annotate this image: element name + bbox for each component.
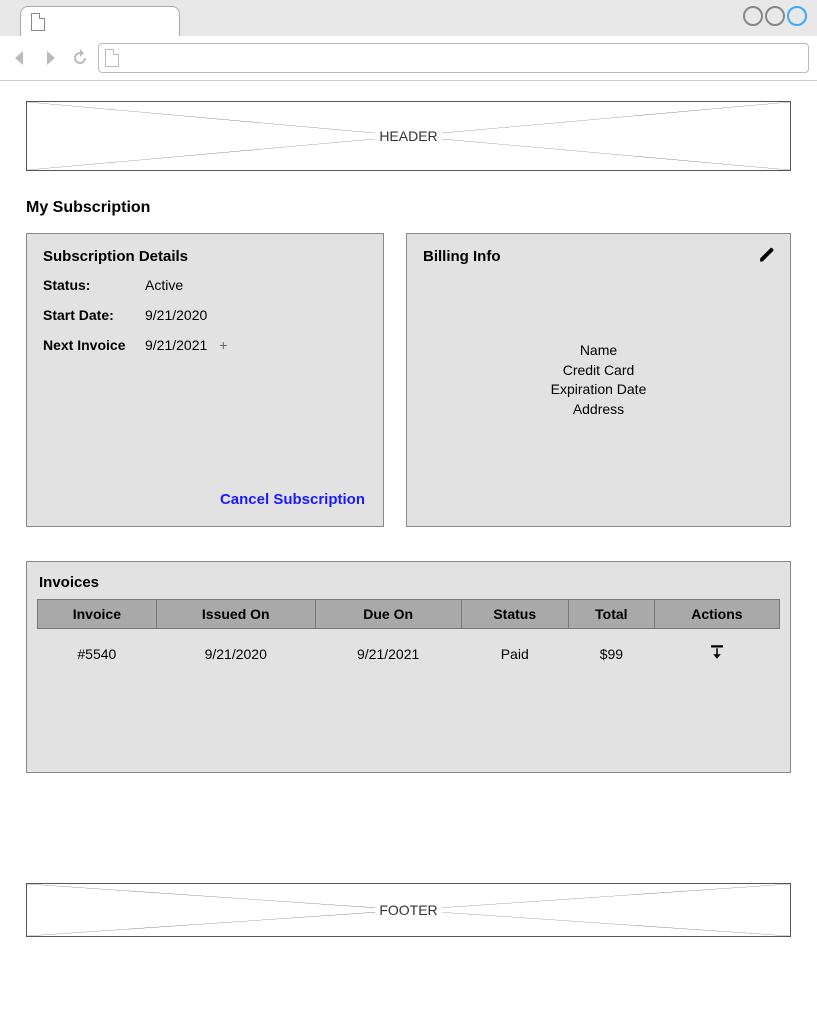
window-controls <box>743 6 807 26</box>
back-button[interactable] <box>8 46 32 70</box>
col-issued: Issued On <box>156 600 315 629</box>
start-date-row: Start Date: 9/21/2020 <box>43 307 367 323</box>
billing-field-exp: Expiration Date <box>551 380 647 400</box>
browser-tab[interactable] <box>20 6 180 36</box>
billing-info-panel: Billing Info Name Credit Card Expiration… <box>406 233 791 527</box>
invoices-panel-title: Invoices <box>39 574 780 591</box>
status-row: Status: Active <box>43 277 367 293</box>
invoices-table: Invoice Issued On Due On Status Total Ac… <box>37 599 780 670</box>
page-content: HEADER My Subscription Subscription Deta… <box>0 81 817 957</box>
start-date-value: 9/21/2020 <box>145 307 207 323</box>
subscription-details-panel: Subscription Details Status: Active Star… <box>26 233 384 527</box>
col-actions: Actions <box>654 600 779 629</box>
url-bar[interactable] <box>98 43 809 73</box>
col-invoice: Invoice <box>38 600 157 629</box>
page-icon <box>31 13 45 31</box>
header-placeholder: HEADER <box>26 101 791 171</box>
invoices-panel: Invoices Invoice Issued On Due On Status… <box>26 561 791 773</box>
table-row: #5540 9/21/2020 9/21/2021 Paid $99 <box>38 629 780 671</box>
billing-panel-title: Billing Info <box>423 248 774 265</box>
cell-total: $99 <box>568 629 654 671</box>
page-title: My Subscription <box>26 199 791 217</box>
col-due: Due On <box>315 600 461 629</box>
start-date-label: Start Date: <box>43 307 145 323</box>
page-icon <box>105 49 119 67</box>
col-status: Status <box>461 600 568 629</box>
cell-issued: 9/21/2020 <box>156 629 315 671</box>
billing-fields: Name Credit Card Expiration Date Address <box>551 341 647 419</box>
download-icon[interactable] <box>708 643 726 661</box>
billing-field-name: Name <box>551 341 647 361</box>
forward-button[interactable] <box>38 46 62 70</box>
header-label: HEADER <box>375 128 441 144</box>
window-circle[interactable] <box>743 6 763 26</box>
billing-field-card: Credit Card <box>551 360 647 380</box>
tab-bar <box>0 0 817 36</box>
footer-label: FOOTER <box>375 902 441 918</box>
cell-due: 9/21/2021 <box>315 629 461 671</box>
cancel-subscription-link[interactable]: Cancel Subscription <box>220 491 365 508</box>
reload-button[interactable] <box>68 46 92 70</box>
subscription-panel-title: Subscription Details <box>43 248 367 265</box>
browser-toolbar <box>0 36 817 80</box>
next-invoice-row: Next Invoice 9/21/2021 + <box>43 337 367 353</box>
window-circle[interactable] <box>787 6 807 26</box>
footer-placeholder: FOOTER <box>26 883 791 937</box>
status-label: Status: <box>43 277 145 293</box>
browser-chrome <box>0 0 817 81</box>
cell-invoice: #5540 <box>38 629 157 671</box>
cell-status: Paid <box>461 629 568 671</box>
edit-icon[interactable] <box>758 246 776 269</box>
billing-field-addr: Address <box>551 400 647 420</box>
window-circle[interactable] <box>765 6 785 26</box>
plus-icon[interactable]: + <box>219 337 227 353</box>
next-invoice-value: 9/21/2021 <box>145 337 207 353</box>
cell-actions <box>654 629 779 671</box>
next-invoice-label: Next Invoice <box>43 337 145 353</box>
col-total: Total <box>568 600 654 629</box>
status-value: Active <box>145 277 183 293</box>
